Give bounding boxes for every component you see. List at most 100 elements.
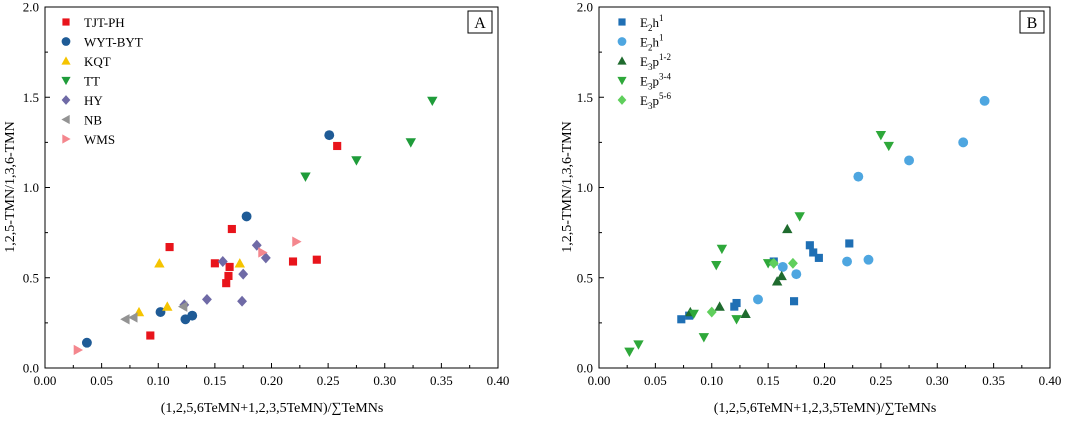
x-tick-label: 0.10 <box>147 373 170 388</box>
data-point <box>731 315 742 325</box>
data-point <box>842 256 852 267</box>
data-point <box>260 252 271 264</box>
legend-label: E3p5-6 <box>640 91 671 111</box>
data-point <box>225 262 234 271</box>
x-tick-label: 0.35 <box>982 373 1005 388</box>
data-point <box>787 257 798 269</box>
data-point <box>791 269 802 280</box>
data-point <box>73 344 84 356</box>
data-point <box>777 261 788 272</box>
legend: TJT-PH WYT-BYT KQT TT HY NB WMS <box>61 15 143 147</box>
x-tick-label: 0.25 <box>317 373 340 388</box>
data-point <box>333 141 342 151</box>
panel-b: 1,2,5-TMN/1,3,6-TMN (1,2,5,6TeMN+1,2,3,5… <box>560 0 1061 416</box>
data-point <box>324 130 335 141</box>
data-point <box>716 244 728 255</box>
x-ticks: 0.00 0.05 0.10 0.15 0.20 0.25 0.30 0.35 0.40 <box>588 363 1061 388</box>
x-ticks: 0.00 0.05 0.10 0.15 0.20 0.25 0.30 0.35 0.40 <box>34 363 509 388</box>
legend-label: E3p3-4 <box>640 72 671 92</box>
data-point <box>128 312 138 323</box>
data-point <box>768 257 779 269</box>
panel-label: A <box>474 15 486 32</box>
data-point <box>771 276 783 286</box>
panel-label-box <box>1019 10 1045 34</box>
y-tick-label: 0.5 <box>23 270 39 285</box>
data-point <box>251 239 262 251</box>
y-ticks: 0.0 0.5 1.0 1.5 2.0 <box>23 0 50 376</box>
data-point <box>732 298 741 308</box>
legend-marker <box>62 134 71 144</box>
data-point <box>210 259 219 268</box>
panel-label-box <box>467 10 493 34</box>
data-point <box>165 243 174 252</box>
x-tick-label: 0.05 <box>644 373 667 388</box>
data-point <box>698 333 710 343</box>
x-tick-label: 0.15 <box>204 373 227 388</box>
data-point <box>202 293 212 305</box>
data-point <box>633 340 644 350</box>
data-point <box>258 247 268 258</box>
x-tick-label: 0.35 <box>430 373 453 388</box>
data-point <box>227 224 236 234</box>
data-point <box>300 172 311 182</box>
data-point <box>853 171 864 182</box>
data-point <box>238 268 249 280</box>
legend-marker <box>61 37 71 46</box>
legend-label: TJT-PH <box>84 15 125 30</box>
x-tick-label: 0.10 <box>700 373 723 388</box>
x-axis-label: (1,2,5,6TeMN+1,2,3,5TeMN)/∑TeMNs <box>161 401 384 416</box>
legend-label: WMS <box>84 132 115 147</box>
data-point <box>883 141 894 152</box>
y-tick-label: 0.0 <box>23 361 39 376</box>
legend-marker <box>617 56 627 65</box>
data-point <box>120 314 130 325</box>
data-point <box>677 315 686 324</box>
data-point <box>217 256 228 267</box>
data-point <box>875 130 887 141</box>
x-tick-label: 0.30 <box>926 373 949 388</box>
data-point <box>711 260 722 271</box>
data-point <box>224 271 233 281</box>
x-tick-label: 0.00 <box>588 373 611 388</box>
legend-label: TT <box>84 74 100 89</box>
plot-frame <box>44 6 499 369</box>
legend-label: E2h1 <box>640 13 663 33</box>
legend-marker <box>617 95 627 105</box>
x-tick-label: 0.15 <box>757 373 780 388</box>
data-point <box>814 253 823 262</box>
data-point <box>351 156 362 166</box>
legend-marker <box>61 56 71 65</box>
legend-label: NB <box>84 113 102 128</box>
data-point <box>706 306 717 318</box>
y-tick-label: 2.0 <box>577 0 593 15</box>
data-point <box>146 331 155 340</box>
data-point <box>714 301 725 311</box>
data-point <box>427 96 438 107</box>
legend-marker <box>61 76 71 86</box>
data-point <box>154 258 165 268</box>
legend-marker <box>618 18 626 26</box>
y-tick-label: 1.5 <box>23 90 39 105</box>
y-tick-label: 1.0 <box>577 180 593 195</box>
data-point <box>187 310 198 321</box>
y-tick-label: 1.0 <box>23 180 39 195</box>
data-point <box>845 239 854 248</box>
data-point <box>740 308 751 319</box>
data-point <box>405 138 416 148</box>
legend-label: E3p1-2 <box>640 52 671 72</box>
data-point <box>782 223 793 234</box>
data-point <box>288 257 298 266</box>
data-point <box>790 297 799 306</box>
data-point <box>222 279 231 288</box>
data-point <box>979 95 990 106</box>
x-axis-label: (1,2,5,6TeMN+1,2,3,5TeMN)/∑TeMNs <box>714 401 937 416</box>
data-point <box>237 295 247 307</box>
y-tick-label: 1.5 <box>577 90 593 105</box>
data-point <box>234 258 245 268</box>
data-point <box>805 241 814 250</box>
data-point <box>863 254 874 265</box>
x-tick-label: 0.00 <box>34 373 57 388</box>
data-point <box>688 309 699 320</box>
